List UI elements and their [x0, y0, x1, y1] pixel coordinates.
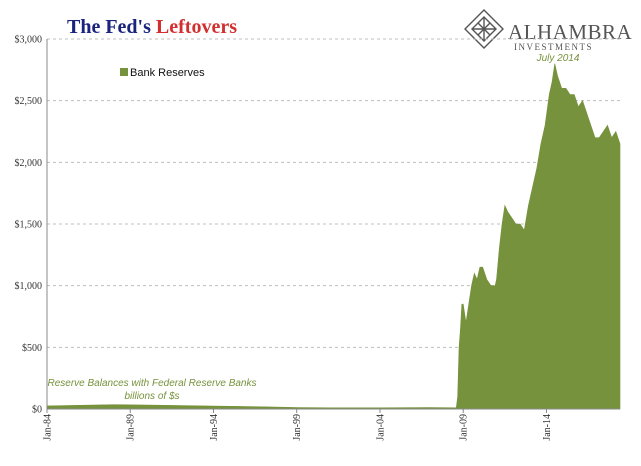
alhambra-diamond-icon — [464, 9, 504, 49]
axes — [46, 39, 620, 413]
y-tick-label: $500 — [22, 343, 42, 354]
series-area-layer — [46, 63, 621, 410]
x-tick-label: Jan-99 — [292, 414, 303, 441]
annotation-reserve-balances: Reserve Balances with Federal Reserve Ba… — [48, 378, 257, 389]
chart-title-part1: The Fed's — [67, 16, 156, 38]
x-tick-label: Jan-14 — [542, 414, 553, 441]
legend: Bank Reserves — [120, 67, 205, 79]
y-tick-labels: $0 $500 $1,000 $1,500 $2,000 $2,500 $3,000 — [15, 35, 43, 416]
series-area-bank-reserves — [46, 63, 621, 410]
chart-title: The Fed's Leftovers — [67, 16, 237, 38]
y-tick-label: $2,000 — [15, 158, 43, 169]
chart-title-part2: Leftovers — [156, 16, 237, 38]
alhambra-logo: ALHAMBRA INVESTMENTS — [464, 9, 633, 52]
x-tick-label: Jan-09 — [459, 414, 470, 441]
x-tick-labels: Jan-84 Jan-89 Jan-94 Jan-99 Jan-04 Jan-09 Jan-… — [43, 414, 553, 441]
x-tick-label: Jan-94 — [209, 414, 220, 441]
legend-label: Bank Reserves — [130, 67, 205, 79]
y-tick-label: $2,500 — [15, 96, 43, 107]
y-tick-label: $1,500 — [15, 220, 43, 231]
logo-sub: INVESTMENTS — [514, 42, 593, 52]
legend-swatch — [120, 68, 128, 76]
annotation-peak: July 2014 — [536, 53, 580, 64]
y-tick-label: $0 — [32, 405, 42, 416]
annotation-units: billions of $s — [124, 391, 179, 402]
x-tick-label: Jan-89 — [126, 414, 137, 441]
y-tick-label: $1,000 — [15, 281, 43, 292]
logo-name: ALHAMBRA — [508, 20, 633, 44]
x-tick-label: Jan-04 — [375, 414, 386, 441]
y-tick-label: $3,000 — [15, 35, 43, 46]
x-tick-label: Jan-84 — [43, 414, 54, 441]
